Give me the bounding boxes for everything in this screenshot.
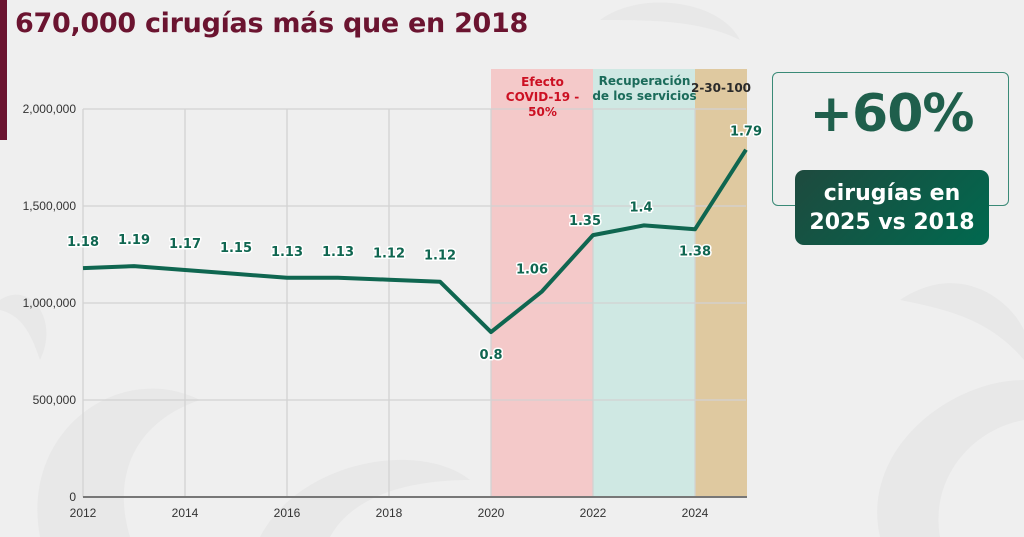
x-tick-label: 2022 — [580, 506, 607, 520]
y-tick-label: 1,000,000 — [23, 296, 77, 310]
page-title: 670,000 cirugías más que en 2018 — [15, 8, 529, 39]
band-covid — [491, 69, 594, 497]
data-label: 1.15 — [220, 241, 252, 256]
x-tick-label: 2016 — [274, 506, 301, 520]
x-axis-ticks: 2012 2014 2016 2018 2020 2022 2024 — [70, 506, 709, 520]
data-label: 1.4 — [629, 200, 652, 215]
data-label: 1.12 — [424, 249, 456, 264]
title-accent-bar — [0, 0, 7, 140]
band-label-recovery: de los servicios — [592, 89, 696, 103]
kpi-caption: cirugías en 2025 vs 2018 — [795, 170, 989, 245]
kpi-value: +60% — [809, 84, 974, 144]
y-axis-ticks: 0 500,000 1,000,000 1,500,000 2,000,000 — [23, 102, 77, 504]
data-label: 1.19 — [118, 233, 150, 248]
x-tick-label: 2020 — [478, 506, 505, 520]
band-label-recovery: Recuperación — [599, 74, 691, 88]
x-tick-label: 2012 — [70, 506, 97, 520]
gridlines — [82, 108, 746, 497]
data-label: 1.38 — [679, 244, 711, 259]
band-label-covid: Efecto — [521, 75, 564, 89]
y-tick-label: 2,000,000 — [23, 102, 77, 116]
band-2_30_100 — [695, 69, 747, 497]
data-label: 1.17 — [169, 237, 201, 252]
y-tick-label: 0 — [69, 490, 76, 504]
data-label: 1.79 — [730, 125, 762, 140]
y-tick-label: 500,000 — [33, 393, 77, 407]
kpi-caption-line-1: cirugías en — [823, 181, 961, 206]
annotation-bands — [491, 69, 747, 497]
y-tick-label: 1,500,000 — [23, 199, 77, 213]
data-label: 0.8 — [479, 348, 502, 363]
band-recovery — [593, 69, 696, 497]
data-labels: 1.18 1.19 1.17 1.15 1.13 1.13 1.12 1.12 0.8 1.06 1… — [65, 123, 763, 364]
x-tick-label: 2024 — [682, 506, 709, 520]
kpi-caption-line-2: 2025 vs 2018 — [809, 210, 975, 235]
band-label-covid: COVID-19 - — [506, 90, 579, 104]
x-tick-label: 2014 — [172, 506, 199, 520]
data-label: 1.18 — [67, 235, 99, 250]
data-label: 1.13 — [271, 245, 303, 260]
data-label: 1.12 — [373, 247, 405, 262]
data-label: 1.13 — [322, 245, 354, 260]
series-line-cirugias — [82, 148, 748, 335]
x-tick-label: 2018 — [376, 506, 403, 520]
band-label-covid: 50% — [528, 105, 557, 119]
data-label: 1.35 — [569, 214, 601, 229]
band-label-2_30_100: 2-30-100 — [691, 81, 751, 95]
data-label: 1.06 — [516, 262, 548, 277]
